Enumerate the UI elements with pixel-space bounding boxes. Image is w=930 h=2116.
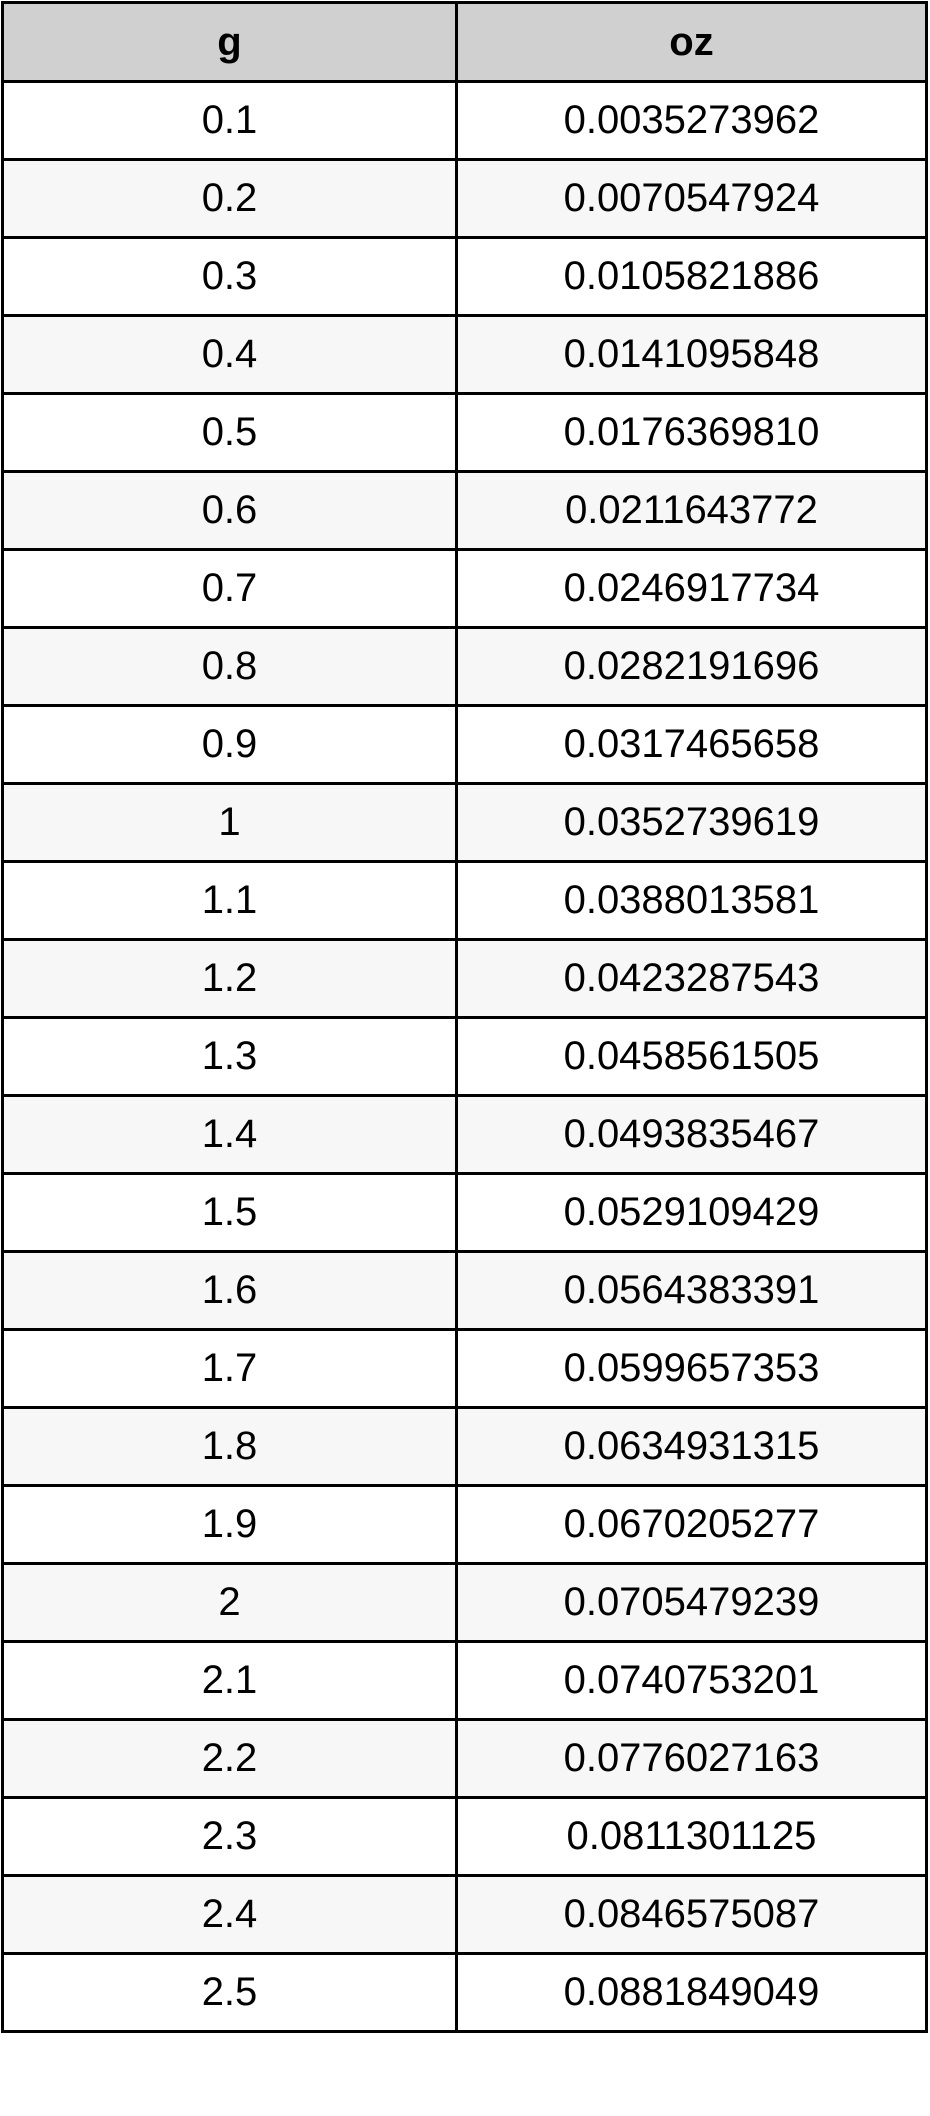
table-row: 0.4 0.0141095848 (1, 314, 928, 395)
cell-oz: 0.0881849049 (455, 1952, 928, 2033)
cell-oz: 0.0599657353 (455, 1328, 928, 1409)
table-row: 0.1 0.0035273962 (1, 80, 928, 161)
table-row: 2.5 0.0881849049 (1, 1952, 928, 2033)
cell-g: 1.4 (1, 1094, 458, 1175)
cell-oz: 0.0141095848 (455, 314, 928, 395)
table-row: 0.6 0.0211643772 (1, 470, 928, 551)
cell-oz: 0.0211643772 (455, 470, 928, 551)
cell-g: 1.3 (1, 1016, 458, 1097)
cell-oz: 0.0246917734 (455, 548, 928, 629)
cell-g: 0.2 (1, 158, 458, 239)
cell-oz: 0.0352739619 (455, 782, 928, 863)
cell-g: 0.3 (1, 236, 458, 317)
table-row: 1.9 0.0670205277 (1, 1484, 928, 1565)
table-row: 0.2 0.0070547924 (1, 158, 928, 239)
cell-g: 2.1 (1, 1640, 458, 1721)
cell-oz: 0.0740753201 (455, 1640, 928, 1721)
conversion-table: g oz 0.1 0.0035273962 0.2 0.0070547924 0.3 0.… (1, 1, 928, 2033)
cell-g: 0.7 (1, 548, 458, 629)
cell-g: 1.1 (1, 860, 458, 941)
cell-oz: 0.0282191696 (455, 626, 928, 707)
cell-oz: 0.0529109429 (455, 1172, 928, 1253)
cell-oz: 0.0776027163 (455, 1718, 928, 1799)
cell-oz: 0.0388013581 (455, 860, 928, 941)
cell-oz: 0.0423287543 (455, 938, 928, 1019)
cell-g: 0.1 (1, 80, 458, 161)
table-row: 2 0.0705479239 (1, 1562, 928, 1643)
cell-oz: 0.0811301125 (455, 1796, 928, 1877)
cell-oz: 0.0070547924 (455, 158, 928, 239)
cell-g: 2.2 (1, 1718, 458, 1799)
cell-oz: 0.0105821886 (455, 236, 928, 317)
cell-g: 1.7 (1, 1328, 458, 1409)
cell-oz: 0.0564383391 (455, 1250, 928, 1331)
cell-g: 0.9 (1, 704, 458, 785)
cell-g: 2 (1, 1562, 458, 1643)
cell-oz: 0.0035273962 (455, 80, 928, 161)
table-row: 0.8 0.0282191696 (1, 626, 928, 707)
cell-g: 2.4 (1, 1874, 458, 1955)
table-row: 0.3 0.0105821886 (1, 236, 928, 317)
cell-g: 0.6 (1, 470, 458, 551)
cell-g: 1.8 (1, 1406, 458, 1487)
cell-oz: 0.0458561505 (455, 1016, 928, 1097)
cell-g: 2.5 (1, 1952, 458, 2033)
cell-g: 1.6 (1, 1250, 458, 1331)
cell-oz: 0.0705479239 (455, 1562, 928, 1643)
table-row: 2.4 0.0846575087 (1, 1874, 928, 1955)
header-row: g oz (1, 1, 928, 83)
table-row: 2.2 0.0776027163 (1, 1718, 928, 1799)
table-row: 1.8 0.0634931315 (1, 1406, 928, 1487)
cell-oz: 0.0493835467 (455, 1094, 928, 1175)
table-row: 1.2 0.0423287543 (1, 938, 928, 1019)
table-row: 1.6 0.0564383391 (1, 1250, 928, 1331)
table-row: 1.1 0.0388013581 (1, 860, 928, 941)
cell-g: 1.2 (1, 938, 458, 1019)
cell-oz: 0.0176369810 (455, 392, 928, 473)
cell-g: 0.8 (1, 626, 458, 707)
cell-oz: 0.0317465658 (455, 704, 928, 785)
cell-g: 2.3 (1, 1796, 458, 1877)
cell-g: 0.4 (1, 314, 458, 395)
cell-oz: 0.0634931315 (455, 1406, 928, 1487)
table-row: 1.5 0.0529109429 (1, 1172, 928, 1253)
table-row: 2.3 0.0811301125 (1, 1796, 928, 1877)
header-g: g (1, 1, 458, 83)
table-row: 0.9 0.0317465658 (1, 704, 928, 785)
table-row: 1.7 0.0599657353 (1, 1328, 928, 1409)
table-row: 2.1 0.0740753201 (1, 1640, 928, 1721)
cell-g: 1.9 (1, 1484, 458, 1565)
table-row: 1 0.0352739619 (1, 782, 928, 863)
cell-oz: 0.0846575087 (455, 1874, 928, 1955)
table-row: 0.5 0.0176369810 (1, 392, 928, 473)
header-oz: oz (455, 1, 928, 83)
cell-g: 1.5 (1, 1172, 458, 1253)
table-row: 0.7 0.0246917734 (1, 548, 928, 629)
table-row: 1.3 0.0458561505 (1, 1016, 928, 1097)
cell-oz: 0.0670205277 (455, 1484, 928, 1565)
cell-g: 0.5 (1, 392, 458, 473)
table-row: 1.4 0.0493835467 (1, 1094, 928, 1175)
cell-g: 1 (1, 782, 458, 863)
